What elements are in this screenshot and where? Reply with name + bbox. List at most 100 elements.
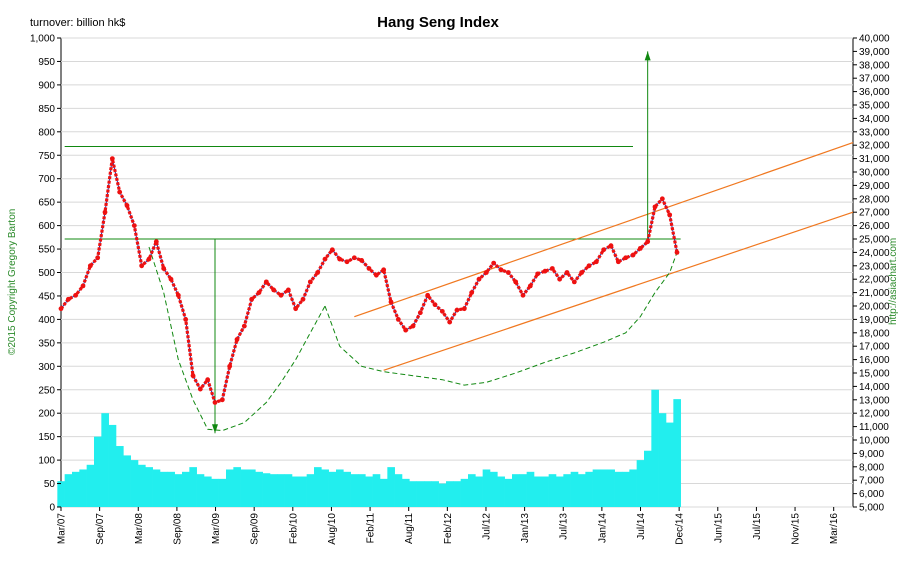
turnover-bar — [189, 467, 197, 507]
turnover-bar — [387, 467, 395, 507]
index-point — [146, 256, 152, 262]
turnover-bar — [174, 474, 183, 507]
turnover-bar — [585, 471, 593, 507]
index-point — [491, 260, 497, 266]
right-axis-tick-label: 13,000 — [859, 395, 890, 406]
right-axis-tick-label: 34,000 — [859, 114, 890, 125]
x-axis-tick-label: Sep/07 — [95, 513, 106, 545]
index-point — [659, 196, 665, 202]
index-point — [579, 270, 585, 275]
turnover-bar — [358, 474, 366, 507]
turnover-bar — [226, 469, 234, 507]
turnover-bar — [468, 474, 476, 507]
index-point — [337, 256, 343, 262]
turnover-bar — [314, 467, 322, 507]
index-point — [637, 245, 643, 251]
turnover-bar — [607, 469, 615, 507]
x-axis: Mar/07 Sep/07 Mar/08 Sep/08 Mar/09 Sep/09 Feb/… — [57, 507, 840, 545]
index-point — [161, 266, 167, 271]
turnover-bar — [138, 464, 146, 507]
turnover-bar — [526, 471, 535, 507]
annotation-lines — [64, 51, 854, 434]
turnover-bar — [541, 476, 549, 507]
index-point — [293, 306, 299, 312]
turnover-bar — [57, 481, 65, 507]
left-axis-tick-label: 0 — [49, 503, 55, 514]
turnover-bar — [614, 471, 623, 507]
turnover-bar — [666, 422, 674, 507]
turnover-bar — [365, 476, 373, 507]
turnover-bar — [673, 399, 681, 507]
turnover-bar — [255, 471, 263, 507]
index-point — [87, 263, 93, 269]
index-point — [109, 156, 115, 162]
x-axis-tick-label: Jul/12 — [481, 513, 492, 540]
turnover-bar — [292, 476, 300, 507]
turnover-bar — [644, 450, 652, 507]
turnover-bar — [152, 469, 161, 507]
channel-upper-line — [354, 141, 854, 318]
x-axis-tick-label: Jan/14 — [597, 513, 608, 543]
turnover-bar — [233, 467, 241, 507]
right-axis-tick-label: 11,000 — [859, 422, 889, 433]
x-axis-tick-label: Feb/12 — [443, 513, 454, 545]
right-axis-tick-label: 36,000 — [859, 87, 890, 98]
index-point — [593, 259, 599, 265]
turnover-bar — [196, 474, 205, 507]
index-point — [667, 212, 673, 218]
index-point — [535, 271, 541, 277]
index-point — [359, 258, 365, 263]
left-axis-tick-label: 550 — [38, 245, 55, 256]
turnover-bar — [262, 473, 271, 507]
left-axis-tick-label: 800 — [38, 127, 55, 138]
turnover-bar — [306, 474, 315, 507]
turnover-bar — [519, 474, 527, 507]
turnover-bar — [277, 474, 285, 507]
turnover-bar — [578, 474, 586, 507]
index-point — [227, 363, 233, 369]
right-axis-tick-label: 38,000 — [859, 60, 890, 71]
index-point — [271, 287, 277, 293]
turnover-bar — [284, 474, 293, 507]
index-point — [80, 283, 86, 289]
x-axis-tick-label: Feb/11 — [366, 513, 377, 544]
right-axis-tick-label: 20,000 — [859, 302, 890, 313]
index-point — [139, 263, 145, 269]
left-axis-tick-label: 400 — [38, 315, 55, 326]
right-axis-tick-label: 17,000 — [859, 342, 890, 353]
index-point — [564, 270, 570, 275]
right-axis-tick-label: 9,000 — [859, 449, 884, 460]
left-axis-tick-label: 300 — [38, 362, 55, 373]
chart-title: Hang Seng Index — [377, 14, 499, 31]
turnover-bar — [270, 474, 278, 507]
index-point — [168, 276, 174, 282]
index-point — [623, 255, 629, 261]
index-point — [403, 327, 409, 333]
turnover-bar — [460, 478, 469, 507]
index-point — [249, 296, 255, 302]
turnover-bar — [446, 481, 454, 507]
turnover-bar — [321, 469, 329, 507]
turnover-bar — [453, 481, 461, 507]
right-axis-tick-label: 39,000 — [859, 47, 890, 58]
left-axis-tick-label: 650 — [38, 198, 55, 209]
x-axis-tick-label: Jul/14 — [636, 513, 647, 540]
turnover-bar — [402, 478, 410, 507]
right-axis-tick-label: 14,000 — [859, 382, 890, 393]
left-axis-tick-label: 350 — [38, 338, 55, 349]
index-point — [315, 270, 321, 275]
x-axis-tick-label: Jan/13 — [520, 513, 531, 543]
index-point — [234, 337, 240, 342]
turnover-bar — [438, 483, 447, 507]
right-axis: 5,000 6,000 7,000 8,000 9,000 10,000 11,000 12,… — [853, 34, 890, 514]
right-axis-tick-label: 22,000 — [859, 275, 890, 286]
right-axis-tick-label: 5,000 — [859, 503, 884, 514]
right-axis-tick-label: 27,000 — [859, 208, 890, 219]
right-axis-tick-label: 29,000 — [859, 181, 890, 192]
index-point — [351, 255, 357, 261]
index-point — [461, 306, 467, 312]
index-point — [344, 259, 350, 265]
turnover-bar — [299, 476, 307, 507]
arrowhead-down — [212, 424, 218, 434]
